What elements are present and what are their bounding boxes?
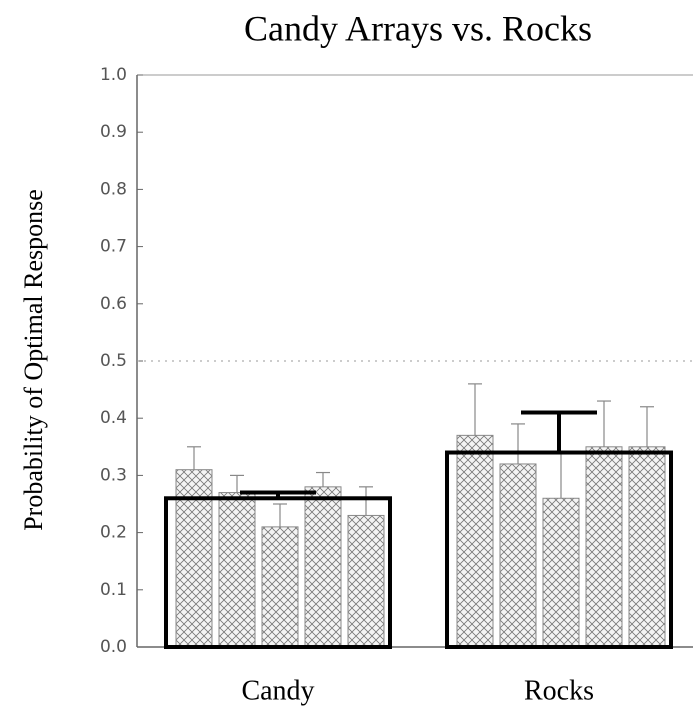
sub-error-bar [187,446,201,470]
y-tick-label: 0.3 [100,465,127,485]
sub-bar [456,434,494,648]
y-tick-label: 0.1 [100,580,127,600]
y-tick-label: 0.0 [100,637,127,657]
sub-bar [347,514,385,648]
y-tick-label: 0.6 [100,294,127,314]
y-axis-label: Probability of Optimal Response [19,189,48,531]
sub-bar [628,446,666,648]
sub-error-bar [511,423,525,464]
x-tick-label: Candy [241,675,314,706]
sub-bar [585,446,623,648]
sub-error-bar [640,406,654,447]
mean-error-bar [521,410,597,453]
mean-error-bar [240,490,316,499]
y-tick-label: 0.8 [100,179,127,199]
sub-bar [218,492,256,648]
sub-error-bar [597,400,611,447]
sub-bar [499,463,537,648]
sub-bar [542,497,580,648]
y-tick-label: 0.2 [100,523,127,543]
y-tick-label: 1.0 [100,65,127,85]
y-tick-label: 0.4 [100,408,127,428]
y-tick-label: 0.9 [100,122,127,142]
sub-error-bar [273,503,287,527]
chart-title: Candy Arrays vs. Rocks [244,8,592,48]
sub-error-bar [468,383,482,436]
sub-bar [261,526,299,648]
sub-bar [175,469,213,648]
sub-bar [304,486,342,648]
sub-error-bar [359,486,373,516]
y-tick-label: 0.7 [100,237,127,257]
sub-error-bar [316,471,330,487]
sub-error-bar [230,474,244,493]
y-tick-label: 0.5 [100,351,127,371]
sub-error-bar [554,451,568,499]
x-tick-label: Rocks [524,675,594,706]
